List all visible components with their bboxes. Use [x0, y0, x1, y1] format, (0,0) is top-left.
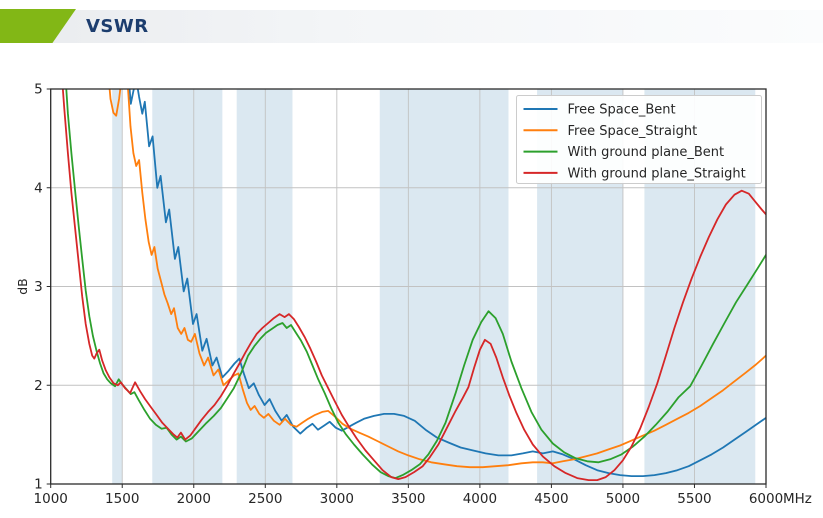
- legend-box: [516, 95, 762, 184]
- x-tick-label-4000: 4000: [463, 491, 497, 507]
- legend-label-2: Free Space_Straight: [568, 124, 698, 139]
- page-title: VSWR: [86, 16, 149, 37]
- x-tick-label-3500: 3500: [391, 491, 425, 507]
- legend-label-1: Free Space_Bent: [568, 103, 676, 118]
- series-line-free-space-straight: [108, 89, 766, 469]
- y-tick-label-3: 3: [34, 279, 43, 295]
- legend-label-3: With ground plane_Bent: [568, 145, 725, 160]
- x-tick-label-2500: 2500: [248, 491, 282, 507]
- x-tick-label-2000: 2000: [177, 491, 211, 507]
- legend-label-4: With ground plane_Straight: [568, 166, 746, 181]
- y-tick-label-5: 5: [34, 82, 43, 98]
- x-tick-label-3000: 3000: [320, 491, 354, 507]
- y-tick-label-1: 1: [34, 477, 43, 493]
- series-line-with-ground-plane-straight: [61, 89, 766, 482]
- x-axis-unit-label: MHz: [783, 491, 812, 507]
- x-tick-label-1000: 1000: [34, 491, 68, 507]
- y-tick-label-4: 4: [34, 180, 43, 196]
- x-tick-label-5500: 5500: [677, 491, 711, 507]
- series-group: [61, 89, 766, 482]
- x-tick-label-1500: 1500: [105, 491, 139, 507]
- header-strip: [0, 10, 823, 43]
- x-tick-label-5000: 5000: [606, 491, 640, 507]
- y-axis-label: dB: [15, 278, 30, 295]
- y-tick-label-2: 2: [34, 378, 43, 394]
- x-tick-label-6000: 6000: [749, 491, 783, 507]
- x-tick-label-4500: 4500: [534, 491, 568, 507]
